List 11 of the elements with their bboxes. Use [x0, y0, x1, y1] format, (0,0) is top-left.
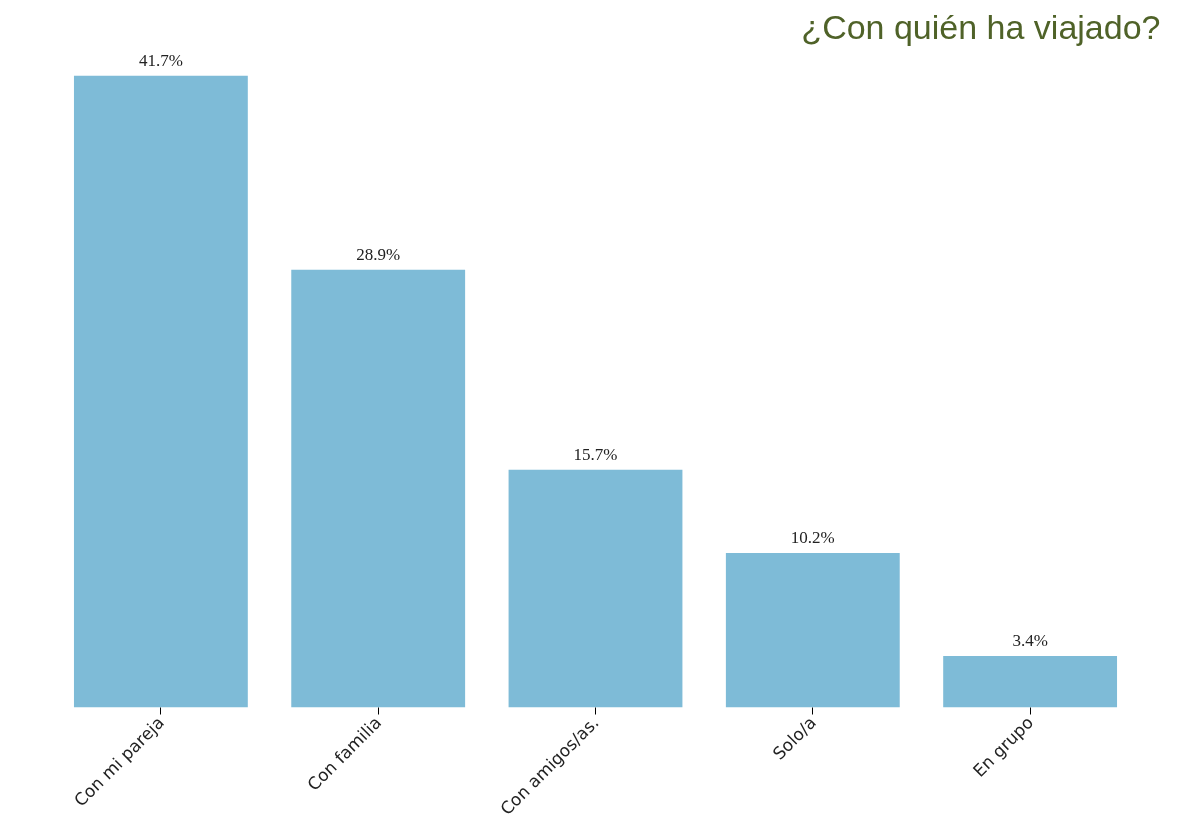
bar: [508, 469, 683, 708]
data-label: 10.2%: [790, 527, 835, 547]
data-label: 28.9%: [356, 244, 401, 264]
data-label: 41.7%: [138, 50, 183, 70]
chart-title: ¿Con quién ha viajado?: [801, 7, 1161, 46]
bar: [73, 75, 248, 708]
bar: [291, 269, 466, 708]
bar: [943, 655, 1118, 708]
data-label: 3.4%: [1012, 630, 1048, 650]
bar: [725, 552, 900, 708]
data-label: 15.7%: [573, 444, 618, 464]
